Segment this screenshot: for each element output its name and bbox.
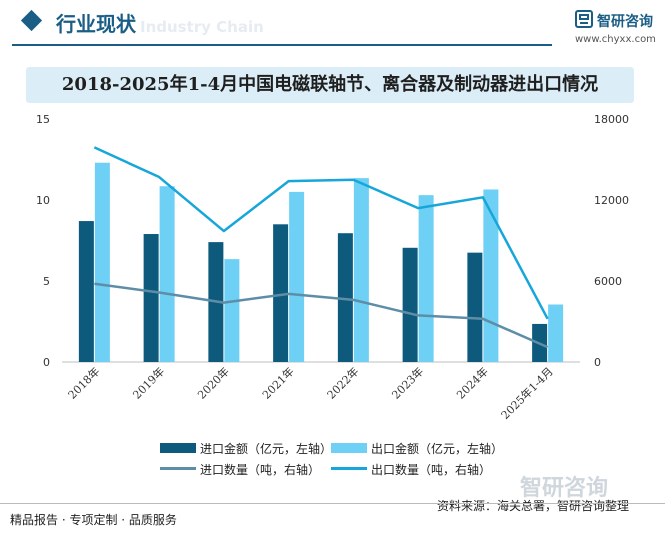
- legend-label: 进口数量（吨，右轴）: [200, 463, 321, 477]
- line-export-quantity: [93, 146, 549, 320]
- category-label: 2018年: [65, 364, 102, 401]
- brand-name: 智研咨询: [597, 14, 653, 30]
- bar-export-value: [94, 162, 110, 362]
- bar-import-value: [337, 233, 353, 362]
- brand-logo-icon: [575, 10, 593, 28]
- chart-title: 2018-2025年1-4月中国电磁联轴节、离合器及制动器进出口情况: [61, 74, 599, 95]
- bar-import-value: [402, 247, 418, 362]
- source-note: 资料来源：海关总署，智研咨询整理: [437, 499, 630, 513]
- legend-swatch: [160, 443, 196, 453]
- legend-swatch: [331, 467, 367, 470]
- right-axis-tick-label: 12000: [594, 194, 629, 207]
- chart-title-box: 2018-2025年1-4月中国电磁联轴节、离合器及制动器进出口情况: [26, 67, 634, 103]
- bar-export-value: [289, 191, 305, 362]
- legend-swatch: [331, 443, 367, 453]
- category-label: 2022年: [324, 364, 361, 401]
- category-label: 2019年: [130, 364, 167, 401]
- header-divider: [12, 44, 552, 46]
- legend-label: 出口金额（亿元，左轴）: [371, 442, 504, 456]
- category-label: 2023年: [389, 364, 426, 401]
- footer-tagline: 精品报告 · 专项定制 · 品质服务: [10, 513, 177, 527]
- left-axis-tick-label: 15: [36, 113, 50, 126]
- right-axis-tick-label: 6000: [594, 275, 622, 288]
- right-axis-tick-label: 18000: [594, 113, 629, 126]
- left-axis-tick-label: 5: [43, 275, 50, 288]
- left-axis-tick-label: 0: [43, 356, 50, 369]
- left-axis-tick-label: 10: [36, 194, 50, 207]
- right-axis-tick-label: 0: [594, 356, 601, 369]
- bar-import-value: [78, 221, 94, 362]
- bar-export-value: [224, 259, 240, 362]
- header-ghost-subtitle: Industry Chain: [140, 18, 264, 36]
- section-title: 行业现状: [56, 12, 136, 36]
- line-import-quantity: [94, 282, 549, 349]
- section-header: Industry Chain 行业现状: [0, 0, 665, 46]
- bar-export-value: [548, 304, 564, 362]
- bar-export-value: [159, 186, 175, 362]
- bar-export-value: [418, 195, 434, 362]
- legend-label: 出口数量（吨，右轴）: [371, 463, 492, 477]
- footer-divider: [0, 503, 665, 504]
- bar-import-value: [273, 224, 289, 362]
- legend-swatch: [160, 467, 196, 470]
- bar-import-value: [467, 252, 483, 362]
- bar-export-value: [483, 189, 499, 362]
- category-label: 2025年1-4月: [498, 364, 556, 422]
- brand-url: www.chyxx.com: [575, 34, 656, 45]
- category-label: 2021年: [259, 364, 296, 401]
- bar-export-value: [353, 178, 369, 362]
- category-label: 2024年: [454, 364, 491, 401]
- brand-watermark: 智研咨询: [520, 476, 609, 501]
- legend-label: 进口金额（亿元，左轴）: [200, 442, 333, 456]
- category-label: 2020年: [195, 364, 232, 401]
- bar-import-value: [143, 234, 159, 362]
